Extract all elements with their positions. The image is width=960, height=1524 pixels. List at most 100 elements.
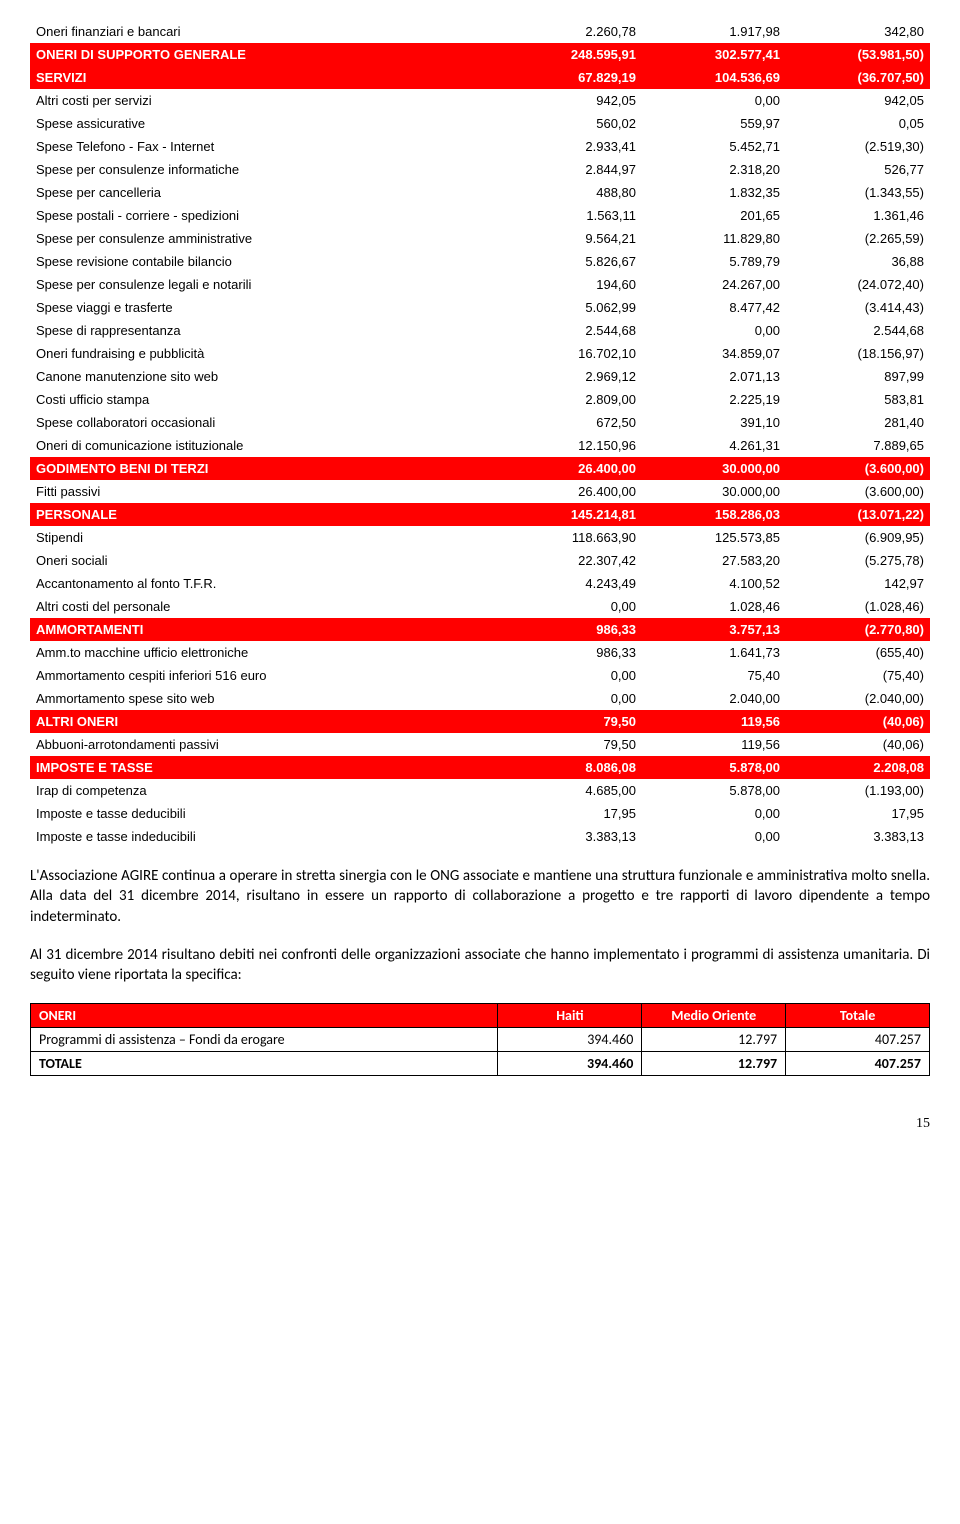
table-cell: GODIMENTO BENI DI TERZI bbox=[30, 457, 498, 480]
table-cell: (2.265,59) bbox=[786, 227, 930, 250]
table-cell: 2.544,68 bbox=[786, 319, 930, 342]
table-cell: Spese Telefono - Fax - Internet bbox=[30, 135, 498, 158]
table-cell: 12.150,96 bbox=[498, 434, 642, 457]
table-cell: (2.770,80) bbox=[786, 618, 930, 641]
table-cell: 145.214,81 bbox=[498, 503, 642, 526]
table-cell: 4.243,49 bbox=[498, 572, 642, 595]
table-row: Abbuoni-arrotondamenti passivi79,50119,5… bbox=[30, 733, 930, 756]
table-row: GODIMENTO BENI DI TERZI26.400,0030.000,0… bbox=[30, 457, 930, 480]
table-cell: 4.100,52 bbox=[642, 572, 786, 595]
table-row: Spese viaggi e trasferte5.062,998.477,42… bbox=[30, 296, 930, 319]
table-cell: 17,95 bbox=[498, 802, 642, 825]
table-cell: IMPOSTE E TASSE bbox=[30, 756, 498, 779]
table-cell: 2.844,97 bbox=[498, 158, 642, 181]
table-cell: 0,00 bbox=[498, 664, 642, 687]
table-row: Spese per consulenze informatiche2.844,9… bbox=[30, 158, 930, 181]
table-cell: (3.414,43) bbox=[786, 296, 930, 319]
table-cell: 583,81 bbox=[786, 388, 930, 411]
table-cell: 0,00 bbox=[498, 687, 642, 710]
table-row: IMPOSTE E TASSE8.086,085.878,002.208,08 bbox=[30, 756, 930, 779]
table-cell: 2.933,41 bbox=[498, 135, 642, 158]
table-cell: 1.917,98 bbox=[642, 20, 786, 43]
summary-cell: 394.460 bbox=[498, 1028, 642, 1052]
table-cell: 8.477,42 bbox=[642, 296, 786, 319]
table-row: PERSONALE145.214,81158.286,03(13.071,22) bbox=[30, 503, 930, 526]
table-cell: 526,77 bbox=[786, 158, 930, 181]
table-cell: 986,33 bbox=[498, 618, 642, 641]
table-cell: Spese revisione contabile bilancio bbox=[30, 250, 498, 273]
table-cell: 2.809,00 bbox=[498, 388, 642, 411]
table-row: Spese revisione contabile bilancio5.826,… bbox=[30, 250, 930, 273]
table-cell: Spese per consulenze informatiche bbox=[30, 158, 498, 181]
table-cell: 560,02 bbox=[498, 112, 642, 135]
table-cell: 1.563,11 bbox=[498, 204, 642, 227]
table-row: Imposte e tasse deducibili17,950,0017,95 bbox=[30, 802, 930, 825]
table-row: Spese di rappresentanza2.544,680,002.544… bbox=[30, 319, 930, 342]
table-cell: (6.909,95) bbox=[786, 526, 930, 549]
table-cell: Fitti passivi bbox=[30, 480, 498, 503]
table-cell: Irap di competenza bbox=[30, 779, 498, 802]
table-row: Spese Telefono - Fax - Internet2.933,415… bbox=[30, 135, 930, 158]
table-cell: 2.208,08 bbox=[786, 756, 930, 779]
table-cell: (5.275,78) bbox=[786, 549, 930, 572]
table-cell: 0,00 bbox=[498, 595, 642, 618]
table-cell: 5.878,00 bbox=[642, 779, 786, 802]
table-row: Oneri fundraising e pubblicità16.702,103… bbox=[30, 342, 930, 365]
table-cell: (13.071,22) bbox=[786, 503, 930, 526]
table-cell: 22.307,42 bbox=[498, 549, 642, 572]
table-cell: 3.383,13 bbox=[498, 825, 642, 848]
summary-header-totale: Totale bbox=[786, 1004, 930, 1028]
table-row: Spese per cancelleria488,801.832,35(1.34… bbox=[30, 181, 930, 204]
table-cell: Spese per consulenze legali e notarili bbox=[30, 273, 498, 296]
table-cell: (1.193,00) bbox=[786, 779, 930, 802]
table-cell: 0,00 bbox=[642, 89, 786, 112]
table-cell: Accantonamento al fonto T.F.R. bbox=[30, 572, 498, 595]
table-cell: 24.267,00 bbox=[642, 273, 786, 296]
table-cell: 342,80 bbox=[786, 20, 930, 43]
table-cell: Oneri fundraising e pubblicità bbox=[30, 342, 498, 365]
table-cell: 11.829,80 bbox=[642, 227, 786, 250]
financial-table: Oneri finanziari e bancari2.260,781.917,… bbox=[30, 20, 930, 848]
table-cell: Altri costi per servizi bbox=[30, 89, 498, 112]
table-row: AMMORTAMENTI986,333.757,13(2.770,80) bbox=[30, 618, 930, 641]
table-cell: 118.663,90 bbox=[498, 526, 642, 549]
paragraph-1: L'Associazione AGIRE continua a operare … bbox=[30, 866, 930, 927]
table-row: Spese per consulenze legali e notarili19… bbox=[30, 273, 930, 296]
summary-header-oneri: ONERI bbox=[31, 1004, 498, 1028]
table-cell: Spese assicurative bbox=[30, 112, 498, 135]
table-cell: 5.789,79 bbox=[642, 250, 786, 273]
table-cell: (1.028,46) bbox=[786, 595, 930, 618]
table-cell: (3.600,00) bbox=[786, 457, 930, 480]
table-cell: 897,99 bbox=[786, 365, 930, 388]
summary-header-medio: Medio Oriente bbox=[642, 1004, 786, 1028]
table-cell: (1.343,55) bbox=[786, 181, 930, 204]
table-row: Spese per consulenze amministrative9.564… bbox=[30, 227, 930, 250]
table-cell: Stipendi bbox=[30, 526, 498, 549]
table-row: Ammortamento spese sito web0,002.040,00(… bbox=[30, 687, 930, 710]
table-cell: (40,06) bbox=[786, 733, 930, 756]
table-row: Costi ufficio stampa2.809,002.225,19583,… bbox=[30, 388, 930, 411]
table-cell: 2.225,19 bbox=[642, 388, 786, 411]
table-cell: (2.040,00) bbox=[786, 687, 930, 710]
summary-row: TOTALE394.46012.797407.257 bbox=[31, 1052, 930, 1076]
table-cell: 4.261,31 bbox=[642, 434, 786, 457]
table-cell: 1.028,46 bbox=[642, 595, 786, 618]
table-cell: 17,95 bbox=[786, 802, 930, 825]
table-cell: (18.156,97) bbox=[786, 342, 930, 365]
table-cell: Spese viaggi e trasferte bbox=[30, 296, 498, 319]
table-cell: (75,40) bbox=[786, 664, 930, 687]
table-cell: 26.400,00 bbox=[498, 480, 642, 503]
table-cell: 8.086,08 bbox=[498, 756, 642, 779]
table-cell: 142,97 bbox=[786, 572, 930, 595]
table-cell: 1.641,73 bbox=[642, 641, 786, 664]
summary-cell-label: TOTALE bbox=[31, 1052, 498, 1076]
table-cell: 0,00 bbox=[642, 802, 786, 825]
table-cell: (2.519,30) bbox=[786, 135, 930, 158]
table-row: Spese assicurative560,02559,970,05 bbox=[30, 112, 930, 135]
table-cell: 119,56 bbox=[642, 733, 786, 756]
table-cell: 16.702,10 bbox=[498, 342, 642, 365]
table-row: Ammortamento cespiti inferiori 516 euro0… bbox=[30, 664, 930, 687]
table-cell: Altri costi del personale bbox=[30, 595, 498, 618]
table-cell: 942,05 bbox=[786, 89, 930, 112]
table-cell: (53.981,50) bbox=[786, 43, 930, 66]
